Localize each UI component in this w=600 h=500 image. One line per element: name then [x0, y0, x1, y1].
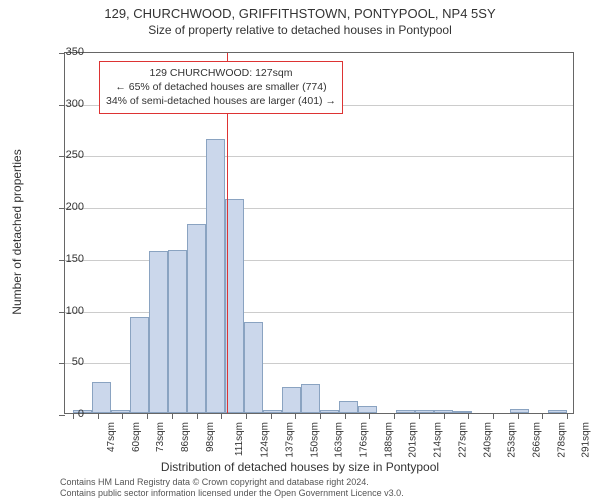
x-tick-label: 111sqm [234, 422, 245, 456]
footer-line-2: Contains public sector information licen… [60, 488, 580, 499]
x-tick [246, 413, 247, 419]
histogram-bar [301, 384, 320, 413]
x-tick-label: 150sqm [309, 422, 320, 458]
y-tick [59, 208, 65, 209]
grid-line [65, 260, 573, 261]
y-tick-label: 150 [66, 253, 84, 265]
histogram-bar [320, 410, 339, 413]
histogram-bar [92, 382, 111, 413]
x-tick-label: 227sqm [457, 422, 468, 458]
x-tick-label: 86sqm [180, 422, 191, 452]
x-tick-label: 291sqm [581, 422, 592, 458]
x-tick-label: 240sqm [482, 422, 493, 458]
y-tick-label: 350 [66, 46, 84, 58]
x-tick [271, 413, 272, 419]
y-tick [59, 363, 65, 364]
y-tick [59, 156, 65, 157]
y-tick [59, 260, 65, 261]
x-tick-label: 253sqm [507, 422, 518, 458]
annotation-line: 34% of semi-detached houses are larger (… [106, 94, 336, 108]
x-tick [98, 413, 99, 419]
x-tick-label: 137sqm [284, 422, 295, 458]
annotation-line: ← 65% of detached houses are smaller (77… [106, 80, 336, 94]
y-tick-label: 0 [78, 408, 84, 420]
x-tick [295, 413, 296, 419]
x-tick [122, 413, 123, 419]
x-tick-label: 47sqm [106, 422, 117, 452]
grid-line [65, 312, 573, 313]
histogram-bar [111, 410, 130, 413]
histogram-bar [244, 322, 263, 413]
x-tick [394, 413, 395, 419]
x-tick [444, 413, 445, 419]
x-tick [542, 413, 543, 419]
x-tick [345, 413, 346, 419]
x-tick [221, 413, 222, 419]
x-tick-label: 278sqm [556, 422, 567, 458]
x-tick [172, 413, 173, 419]
x-tick [493, 413, 494, 419]
histogram-bar [130, 317, 149, 413]
y-tick-label: 300 [66, 98, 84, 110]
y-tick [59, 415, 65, 416]
annotation-line: 129 CHURCHWOOD: 127sqm [106, 66, 336, 80]
x-tick [147, 413, 148, 419]
histogram-bar [339, 401, 358, 413]
chart-title-address: 129, CHURCHWOOD, GRIFFITHSTOWN, PONTYPOO… [0, 6, 600, 21]
chart-title-block: 129, CHURCHWOOD, GRIFFITHSTOWN, PONTYPOO… [0, 0, 600, 37]
x-tick [419, 413, 420, 419]
x-tick-label: 98sqm [205, 422, 216, 452]
histogram-bar [206, 139, 225, 413]
histogram-plot-area: 129 CHURCHWOOD: 127sqm← 65% of detached … [64, 52, 574, 414]
y-tick-label: 50 [72, 356, 84, 368]
x-axis-label: Distribution of detached houses by size … [0, 460, 600, 474]
x-tick [468, 413, 469, 419]
footer-attribution: Contains HM Land Registry data © Crown c… [60, 477, 580, 499]
x-tick-label: 176sqm [359, 422, 370, 458]
histogram-bar [168, 250, 187, 413]
footer-line-1: Contains HM Land Registry data © Crown c… [60, 477, 580, 488]
histogram-bar [510, 409, 529, 413]
y-tick [59, 53, 65, 54]
x-tick [369, 413, 370, 419]
x-tick-label: 201sqm [408, 422, 419, 458]
histogram-bar [263, 410, 282, 413]
x-tick-label: 214sqm [433, 422, 444, 458]
histogram-bar [396, 410, 415, 413]
grid-line [65, 156, 573, 157]
x-tick [320, 413, 321, 419]
y-tick [59, 105, 65, 106]
histogram-bar [225, 199, 244, 413]
x-tick-label: 73sqm [155, 422, 166, 452]
y-tick-label: 100 [66, 305, 84, 317]
histogram-bar [187, 224, 206, 413]
y-tick-label: 250 [66, 149, 84, 161]
x-tick-label: 124sqm [260, 422, 271, 458]
x-tick [518, 413, 519, 419]
x-tick-label: 60sqm [131, 422, 142, 452]
histogram-bar [149, 251, 168, 413]
y-tick [59, 312, 65, 313]
y-tick-label: 200 [66, 201, 84, 213]
x-tick [73, 413, 74, 419]
x-tick-label: 266sqm [531, 422, 542, 458]
histogram-bar [548, 410, 567, 413]
x-tick [567, 413, 568, 419]
x-tick [197, 413, 198, 419]
histogram-bar [358, 406, 377, 413]
grid-line [65, 208, 573, 209]
histogram-bar [282, 387, 301, 413]
x-tick-label: 163sqm [334, 422, 345, 458]
chart-title-subtitle: Size of property relative to detached ho… [0, 23, 600, 37]
y-axis-label: Number of detached properties [10, 149, 24, 314]
x-tick-label: 188sqm [383, 422, 394, 458]
annotation-box: 129 CHURCHWOOD: 127sqm← 65% of detached … [99, 61, 343, 114]
